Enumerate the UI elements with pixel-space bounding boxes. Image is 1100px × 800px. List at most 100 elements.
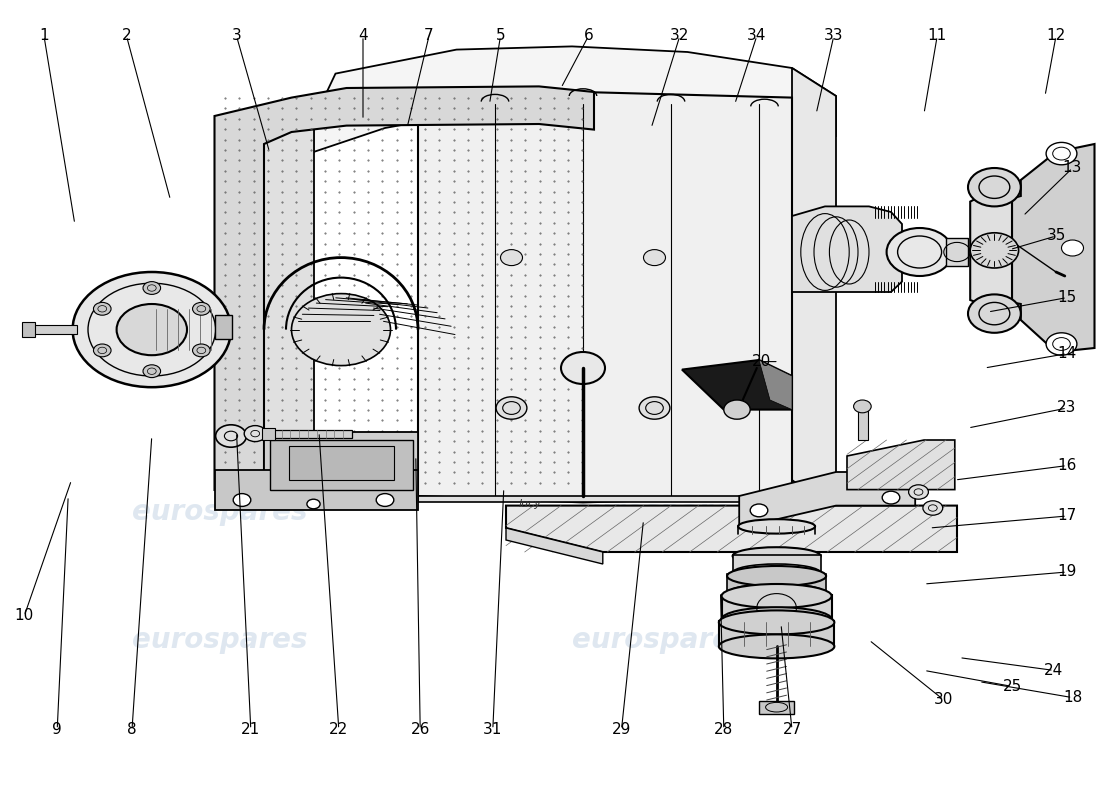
- Text: 10: 10: [14, 609, 34, 623]
- Text: 27: 27: [782, 722, 802, 737]
- Bar: [722, 595, 832, 619]
- Circle shape: [244, 426, 266, 442]
- Polygon shape: [847, 440, 955, 490]
- Text: 8: 8: [128, 722, 136, 737]
- Text: 23: 23: [1057, 401, 1077, 415]
- Circle shape: [887, 228, 953, 276]
- Text: 29: 29: [612, 722, 631, 737]
- Circle shape: [639, 397, 670, 419]
- Bar: [946, 238, 968, 266]
- Text: 7: 7: [425, 29, 433, 43]
- Circle shape: [854, 400, 871, 413]
- Text: 11: 11: [927, 29, 947, 43]
- Bar: [858, 408, 868, 440]
- Text: 13: 13: [1063, 161, 1082, 175]
- Circle shape: [307, 499, 320, 509]
- Text: 14: 14: [1057, 346, 1077, 361]
- Circle shape: [561, 352, 605, 384]
- Ellipse shape: [738, 519, 815, 534]
- Text: 19: 19: [1057, 565, 1077, 579]
- Text: 3: 3: [232, 29, 241, 43]
- Text: 15: 15: [1057, 290, 1077, 305]
- Polygon shape: [418, 92, 792, 502]
- Circle shape: [644, 250, 666, 266]
- Polygon shape: [214, 120, 314, 490]
- Circle shape: [1062, 240, 1084, 256]
- Text: 22: 22: [329, 722, 349, 737]
- Text: 35: 35: [1046, 229, 1066, 243]
- Circle shape: [500, 250, 522, 266]
- Circle shape: [216, 425, 246, 447]
- Text: 1: 1: [40, 29, 48, 43]
- Circle shape: [143, 282, 161, 294]
- Ellipse shape: [722, 584, 832, 608]
- Text: 20: 20: [751, 354, 771, 369]
- Bar: [214, 470, 418, 510]
- Polygon shape: [792, 68, 836, 496]
- Bar: [270, 430, 352, 438]
- Ellipse shape: [727, 584, 826, 603]
- Bar: [289, 446, 394, 480]
- Text: eurospares: eurospares: [132, 498, 308, 526]
- Polygon shape: [970, 186, 1012, 312]
- Ellipse shape: [727, 566, 826, 586]
- Polygon shape: [682, 360, 792, 410]
- Ellipse shape: [719, 634, 834, 658]
- Text: 16: 16: [1057, 458, 1077, 473]
- Ellipse shape: [733, 547, 821, 565]
- Circle shape: [192, 302, 210, 315]
- Text: 17: 17: [1057, 509, 1077, 523]
- Circle shape: [94, 302, 111, 315]
- Bar: [727, 574, 826, 594]
- Text: 31: 31: [483, 722, 503, 737]
- Circle shape: [292, 294, 390, 366]
- Circle shape: [1046, 142, 1077, 165]
- Polygon shape: [1012, 144, 1094, 352]
- Text: 26: 26: [410, 722, 430, 737]
- Text: eurospares: eurospares: [572, 498, 748, 526]
- Text: lucy: lucy: [519, 499, 541, 509]
- Circle shape: [923, 501, 943, 515]
- Text: 12: 12: [1046, 29, 1066, 43]
- Text: 30: 30: [934, 693, 954, 707]
- Bar: [262, 428, 275, 440]
- Circle shape: [376, 494, 394, 506]
- Text: eurospares: eurospares: [132, 626, 308, 654]
- Circle shape: [750, 504, 768, 517]
- Circle shape: [968, 294, 1021, 333]
- Bar: [759, 701, 794, 714]
- Circle shape: [1046, 333, 1077, 355]
- Circle shape: [73, 272, 231, 387]
- Text: 24: 24: [1044, 663, 1064, 678]
- Circle shape: [117, 304, 187, 355]
- Text: 25: 25: [1002, 679, 1022, 694]
- Text: 33: 33: [824, 29, 844, 43]
- Circle shape: [496, 397, 527, 419]
- Bar: [31, 325, 77, 334]
- Circle shape: [192, 344, 210, 357]
- Polygon shape: [314, 46, 836, 152]
- Bar: [214, 315, 232, 339]
- Text: 21: 21: [241, 722, 261, 737]
- Bar: [733, 555, 821, 573]
- Text: 9: 9: [53, 722, 62, 737]
- Ellipse shape: [722, 607, 832, 631]
- Bar: [152, 309, 218, 350]
- Circle shape: [233, 494, 251, 506]
- Text: 5: 5: [496, 29, 505, 43]
- Ellipse shape: [733, 564, 821, 582]
- Text: 18: 18: [1063, 690, 1082, 705]
- Polygon shape: [418, 496, 792, 502]
- Text: 2: 2: [122, 29, 131, 43]
- Text: eurospares: eurospares: [572, 626, 748, 654]
- Polygon shape: [214, 86, 594, 490]
- Polygon shape: [506, 506, 957, 552]
- Circle shape: [882, 491, 900, 504]
- Circle shape: [968, 168, 1021, 206]
- Text: 4: 4: [359, 29, 367, 43]
- Polygon shape: [739, 472, 915, 528]
- Text: 32: 32: [670, 29, 690, 43]
- Text: 6: 6: [584, 29, 593, 43]
- Text: 28: 28: [714, 722, 734, 737]
- Circle shape: [909, 485, 928, 499]
